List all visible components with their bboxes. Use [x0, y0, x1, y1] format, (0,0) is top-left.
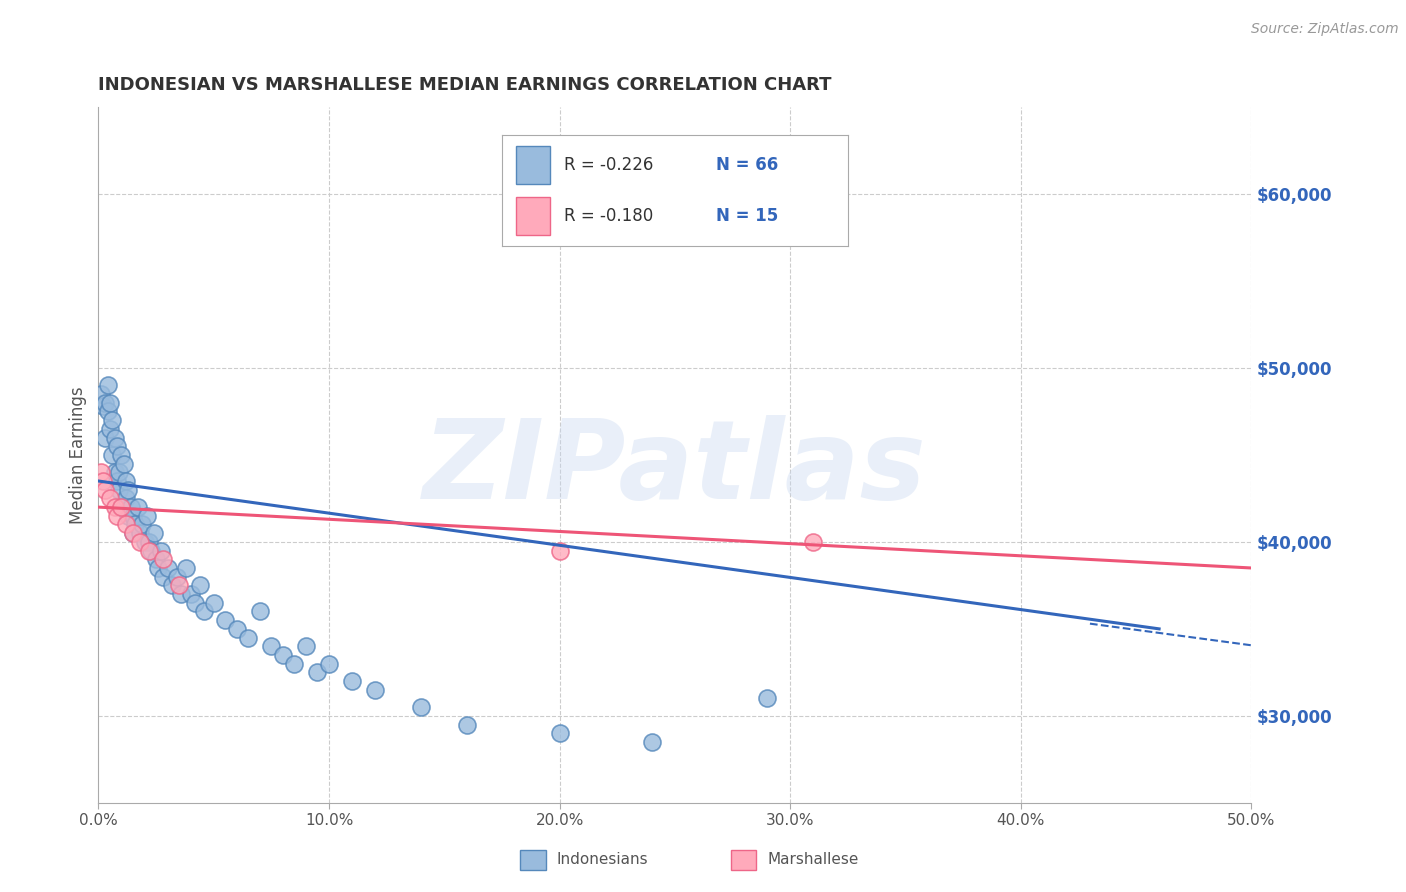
Point — [122, 508, 145, 523]
Point — [202, 596, 225, 610]
Point — [411, 700, 433, 714]
Point — [364, 682, 387, 697]
Point — [129, 535, 152, 549]
Point — [249, 605, 271, 619]
Point — [260, 640, 283, 654]
Point — [148, 561, 170, 575]
Text: R = -0.180: R = -0.180 — [564, 207, 654, 225]
Point — [641, 735, 664, 749]
Point — [122, 526, 145, 541]
Point — [105, 439, 128, 453]
Point — [295, 640, 318, 654]
Point — [756, 691, 779, 706]
Point — [307, 665, 329, 680]
Text: R = -0.226: R = -0.226 — [564, 156, 654, 174]
FancyBboxPatch shape — [516, 197, 550, 235]
Point — [170, 587, 193, 601]
Point — [131, 517, 153, 532]
Point — [129, 526, 152, 541]
Point — [340, 674, 363, 689]
Text: N = 15: N = 15 — [717, 207, 779, 225]
Point — [145, 552, 167, 566]
Point — [135, 508, 157, 523]
Point — [180, 587, 202, 601]
Point — [90, 466, 112, 480]
Point — [318, 657, 340, 671]
Point — [271, 648, 294, 662]
Point — [110, 448, 132, 462]
Point — [108, 483, 131, 497]
FancyBboxPatch shape — [516, 146, 550, 184]
Point — [149, 543, 172, 558]
Point — [117, 508, 139, 523]
Point — [91, 399, 114, 413]
Point — [160, 578, 183, 592]
Point — [98, 396, 121, 410]
Point — [94, 431, 117, 445]
Point — [801, 535, 824, 549]
Text: ZIPatlas: ZIPatlas — [423, 416, 927, 523]
Point — [103, 500, 125, 514]
Point — [167, 578, 190, 592]
Point — [101, 448, 124, 462]
Point — [225, 622, 247, 636]
Point — [193, 605, 215, 619]
Point — [283, 657, 305, 671]
Point — [120, 500, 142, 514]
Point — [141, 543, 163, 558]
Point — [127, 500, 149, 514]
Point — [156, 561, 179, 575]
Point — [91, 474, 114, 488]
Point — [138, 543, 160, 558]
Point — [103, 431, 125, 445]
Point — [105, 508, 128, 523]
Point — [105, 474, 128, 488]
Point — [112, 457, 135, 471]
Text: Indonesians: Indonesians — [557, 853, 648, 867]
Point — [94, 396, 117, 410]
Point — [97, 404, 120, 418]
Point — [456, 717, 478, 731]
Text: N = 66: N = 66 — [717, 156, 779, 174]
Point — [142, 526, 165, 541]
Point — [188, 578, 211, 592]
Point — [214, 613, 236, 627]
Text: Marshallese: Marshallese — [768, 853, 859, 867]
Point — [97, 378, 120, 392]
Point — [166, 570, 188, 584]
Text: INDONESIAN VS MARSHALLESE MEDIAN EARNINGS CORRELATION CHART: INDONESIAN VS MARSHALLESE MEDIAN EARNING… — [98, 77, 832, 95]
Point — [548, 543, 571, 558]
Y-axis label: Median Earnings: Median Earnings — [69, 386, 87, 524]
Text: Source: ZipAtlas.com: Source: ZipAtlas.com — [1251, 22, 1399, 37]
Point — [152, 552, 174, 566]
Point — [110, 500, 132, 514]
Point — [115, 517, 138, 532]
Point — [115, 491, 138, 506]
Point — [122, 526, 145, 541]
Point — [94, 483, 117, 497]
Point — [152, 570, 174, 584]
Point — [98, 422, 121, 436]
Point — [548, 726, 571, 740]
Point — [174, 561, 197, 575]
Point — [117, 483, 139, 497]
Point — [103, 466, 125, 480]
Point — [101, 413, 124, 427]
Point — [138, 535, 160, 549]
Point — [90, 387, 112, 401]
Point — [134, 535, 156, 549]
Point — [184, 596, 207, 610]
Point — [115, 474, 138, 488]
Point — [98, 491, 121, 506]
Point — [238, 631, 260, 645]
Point — [108, 466, 131, 480]
Point — [110, 500, 132, 514]
Point — [124, 517, 146, 532]
